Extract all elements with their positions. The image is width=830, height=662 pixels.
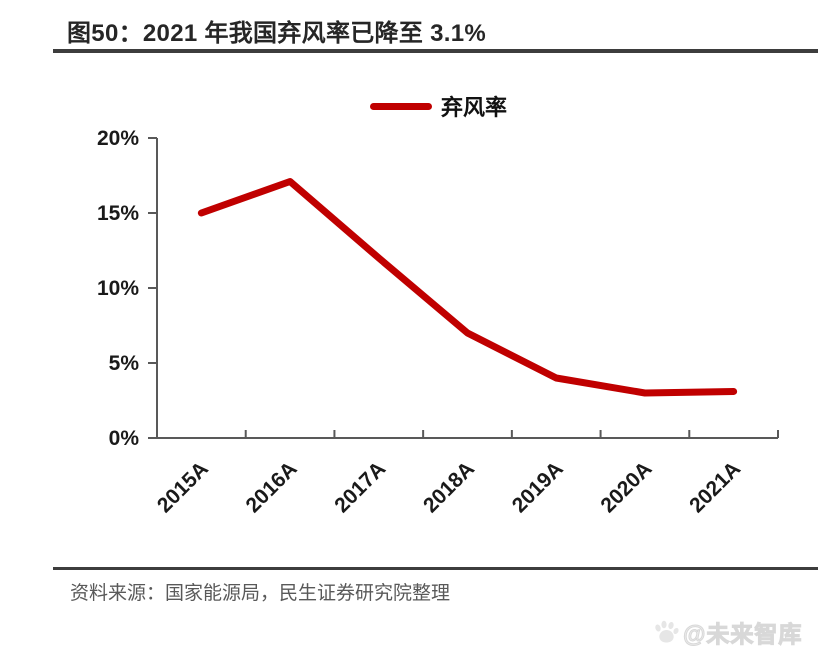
y-tick-label: 0% xyxy=(109,427,140,450)
figure-title: 图50：2021 年我国弃风率已降至 3.1% xyxy=(67,20,487,47)
y-tick-label: 20% xyxy=(97,127,139,150)
y-tick-label: 5% xyxy=(109,352,140,375)
data-line-series xyxy=(197,178,738,397)
x-axis-label: 2021A xyxy=(685,457,745,517)
x-axis-label: 2017A xyxy=(330,457,390,517)
x-axis-label: 2019A xyxy=(508,457,568,517)
source-note: 资料来源：国家能源局，民生证券研究院整理 xyxy=(70,583,451,604)
x-axis-label: 2018A xyxy=(419,457,479,517)
y-tick-label: 10% xyxy=(97,277,139,300)
footer-divider-rule xyxy=(53,567,818,570)
chart-legend: 弃风率 xyxy=(370,90,507,122)
watermark-text: @未来智库 xyxy=(682,621,803,648)
legend-line-marker xyxy=(370,102,432,110)
x-axis-label: 2020A xyxy=(596,457,656,517)
x-axis-label: 2015A xyxy=(153,457,213,517)
legend-series-label: 弃风率 xyxy=(441,95,508,120)
title-underline-rule xyxy=(53,49,818,53)
y-tick-label: 15% xyxy=(97,202,139,225)
x-axis-label: 2016A xyxy=(242,457,302,517)
watermark: @未来智库 xyxy=(652,615,802,649)
paw-logo-icon xyxy=(655,620,679,643)
